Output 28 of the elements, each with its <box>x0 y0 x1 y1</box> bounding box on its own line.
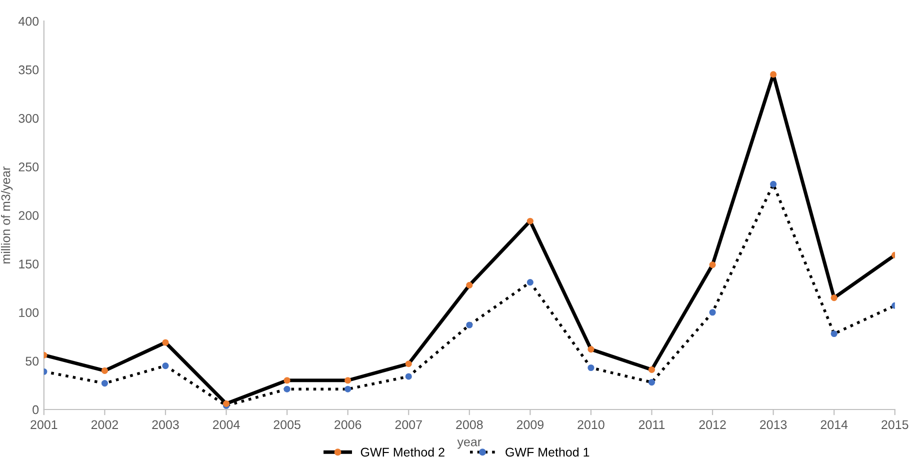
y-tick-label: 300 <box>18 114 39 123</box>
x-tick-label: 2005 <box>274 420 300 430</box>
x-tick-label: 2003 <box>152 420 179 430</box>
y-tick-label: 400 <box>18 16 39 26</box>
x-tick-label: 2009 <box>516 420 544 430</box>
y-tick-label: 200 <box>18 211 39 220</box>
y-tick-label: 350 <box>18 65 39 74</box>
y-tick-label: 100 <box>19 308 39 318</box>
x-tick-label: 2010 <box>578 420 604 430</box>
x-tick-label: 2011 <box>638 420 665 430</box>
x-tick-label: 2002 <box>91 420 118 430</box>
x-tick-label: 2014 <box>820 420 848 430</box>
x-tick-label: 2004 <box>212 420 240 430</box>
x-tick-label: 2015 <box>882 420 908 430</box>
x-tick-label: 2013 <box>760 420 787 430</box>
x-tick-label: 2001 <box>30 420 58 430</box>
x-tick-label: 2006 <box>334 420 362 430</box>
y-tick-label: 50 <box>26 356 39 366</box>
y-tick-label: 0 <box>32 405 39 414</box>
legend-label: GWF Method 1 <box>506 447 590 457</box>
x-tick-label: 2012 <box>699 420 726 430</box>
y-tick-label: 250 <box>18 162 39 172</box>
x-tick-label: 2007 <box>395 420 422 430</box>
y-axis-title: million of m3/year <box>0 166 13 264</box>
x-axis-title: year <box>457 439 482 449</box>
legend-label: GWF Method 2 <box>360 447 444 457</box>
y-tick-label: 150 <box>19 260 39 268</box>
x-tick-label: 2008 <box>456 420 483 430</box>
